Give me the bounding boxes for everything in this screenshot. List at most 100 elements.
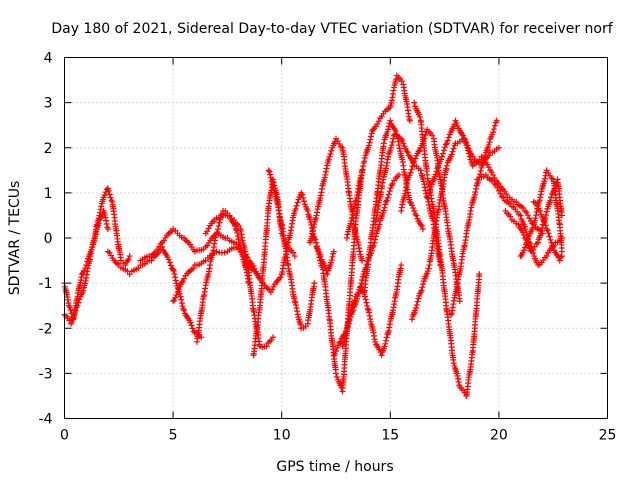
data-point-interp [252, 268, 259, 275]
series-arc-9 [265, 167, 318, 332]
y-tick-label: 0 [44, 231, 53, 247]
data-point-interp [290, 249, 297, 256]
data-point-interp [166, 259, 173, 266]
data-point [291, 253, 298, 260]
y-tick-label: -4 [39, 412, 53, 428]
data-point-interp [491, 122, 498, 129]
data-point-interp [432, 171, 439, 178]
data-point-interp [174, 289, 181, 296]
data-point-interp [214, 226, 221, 233]
data-point-interp [460, 132, 467, 139]
data-point-interp [416, 113, 423, 120]
data-point [398, 262, 405, 269]
data-point-interp [300, 194, 307, 201]
data-point-interp [344, 231, 351, 238]
data-point-interp [178, 296, 185, 303]
data-point-interp [520, 231, 527, 238]
data-point-interp [179, 303, 186, 310]
data-point-interp [398, 78, 405, 85]
data-point-interp [92, 231, 99, 238]
data-point-interp [359, 273, 366, 280]
data-point-interp [524, 212, 531, 219]
y-tick-label: -1 [39, 276, 53, 292]
data-point-interp [367, 136, 374, 143]
data-point [265, 167, 272, 174]
data-point-interp [172, 294, 179, 301]
data-point [313, 244, 320, 251]
data-point [480, 158, 487, 165]
data-point-interp [267, 171, 274, 178]
data-point-interp [187, 319, 194, 326]
data-point-interp [101, 192, 108, 199]
data-point-interp [557, 254, 564, 261]
data-point [537, 207, 544, 214]
data-point-interp [437, 156, 444, 163]
data-point-interp [545, 230, 552, 237]
data-point [517, 253, 524, 260]
data-point-interp [254, 271, 261, 278]
data-point-interp [546, 233, 553, 240]
data-point-interp [268, 178, 275, 185]
data-point [213, 248, 220, 255]
series-arc-10 [278, 189, 337, 278]
data-point [461, 135, 468, 142]
data-point-interp [188, 322, 195, 329]
data-point-interp [383, 334, 390, 341]
data-point-interp [266, 168, 273, 175]
series-arc-23 [474, 171, 565, 269]
data-point-interp [359, 277, 366, 284]
series-arc-22 [448, 117, 500, 318]
data-point-interp [190, 328, 197, 335]
data-point-interp [433, 168, 440, 175]
data-point-interp [412, 155, 419, 162]
data-point-interp [331, 350, 338, 357]
data-point-interp [333, 347, 339, 354]
data-point-interp [366, 139, 373, 146]
data-point [413, 212, 420, 219]
x-tick-label: 20 [490, 428, 508, 444]
data-point-interp [454, 122, 461, 129]
data-point [534, 239, 541, 246]
data-point-interp [333, 374, 340, 381]
data-point-interp [503, 191, 510, 198]
x-tick-label: 15 [381, 428, 399, 444]
data-point [558, 212, 565, 219]
data-point-interp [403, 148, 410, 155]
data-point [311, 280, 318, 287]
data-point-interp [414, 298, 421, 305]
data-point-interp [105, 187, 112, 194]
data-point-interp [66, 304, 73, 311]
data-point [419, 225, 426, 232]
data-point-interp [329, 253, 336, 260]
data-point-interp [419, 284, 426, 291]
data-point-interp [367, 133, 374, 140]
data-point-interp [411, 208, 418, 215]
data-point [495, 144, 502, 151]
data-point [78, 271, 85, 278]
data-point-interp [548, 239, 555, 246]
data-point-interp [361, 293, 368, 300]
data-point-interp [418, 223, 425, 230]
data-point-interp [175, 286, 182, 293]
data-point-interp [363, 299, 370, 306]
series-arc-3 [104, 244, 205, 341]
data-point-interp [409, 202, 416, 209]
data-point-interp [381, 343, 388, 350]
data-point-interp [349, 211, 356, 218]
data-point [326, 153, 333, 160]
data-point-interp [107, 194, 114, 201]
data-point-interp [390, 135, 397, 142]
data-point-interp [95, 220, 102, 227]
data-point-interp [445, 134, 452, 141]
data-point-interp [441, 144, 448, 151]
data-point-interp [440, 147, 447, 154]
data-point-interp [488, 169, 495, 176]
y-tick-label: -3 [39, 366, 53, 382]
data-point-interp [312, 236, 319, 243]
data-point [330, 248, 337, 255]
data-point [180, 275, 187, 282]
data-point [406, 198, 413, 205]
data-point [378, 352, 385, 359]
data-point [385, 153, 392, 160]
data-point-interp [386, 188, 393, 195]
